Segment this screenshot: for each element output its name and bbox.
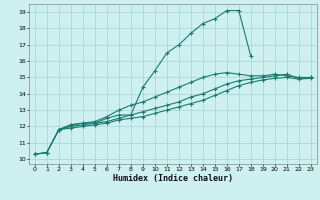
X-axis label: Humidex (Indice chaleur): Humidex (Indice chaleur): [113, 174, 233, 183]
